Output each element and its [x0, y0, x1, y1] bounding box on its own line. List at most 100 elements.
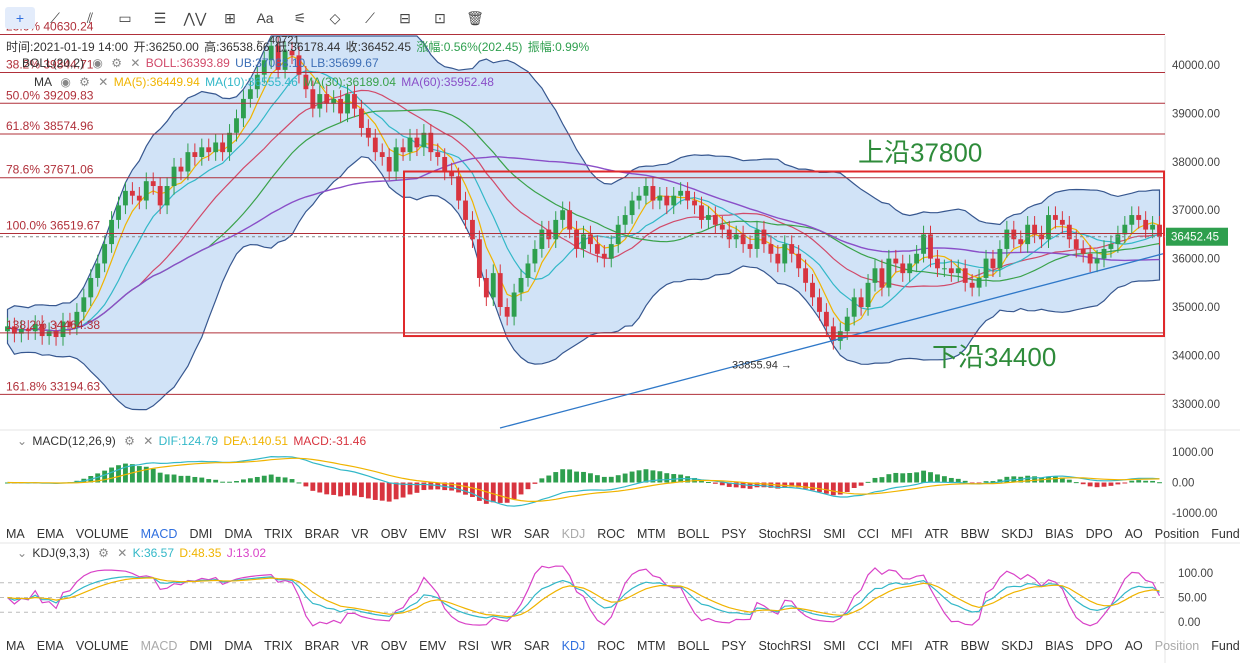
candle-body	[192, 152, 198, 157]
indicator-tab-boll[interactable]: BOLL	[677, 527, 710, 541]
parallel-channel-icon[interactable]: ⫽	[86, 9, 94, 26]
indicator-tab-boll[interactable]: BOLL	[677, 639, 710, 653]
candle-body	[671, 195, 677, 206]
indicator-tab-dma[interactable]: DMA	[224, 639, 253, 653]
indicator-tab-vr[interactable]: VR	[351, 639, 369, 653]
indicator-tab-mfi[interactable]: MFI	[891, 639, 913, 653]
indicator-tab-fundflow[interactable]: Fundflow	[1211, 639, 1240, 653]
indicator-tab-stochrsi[interactable]: StochRSI	[758, 527, 812, 541]
indicator-tab-trix[interactable]: TRIX	[264, 527, 293, 541]
indicator-tab-bbw[interactable]: BBW	[960, 527, 990, 541]
indicator-tab-ema[interactable]: EMA	[36, 639, 64, 653]
settings-icon[interactable]: ⚙	[124, 434, 135, 448]
text-tool-button[interactable]: Aa	[256, 10, 274, 26]
indicator-tab-sar[interactable]: SAR	[523, 639, 550, 653]
trend-line-icon[interactable]: ⟋	[50, 9, 60, 26]
indicator-tab-trix[interactable]: TRIX	[264, 639, 293, 653]
indicator-tab-roc[interactable]: ROC	[597, 639, 626, 653]
screenshot-icon[interactable]: ⊡	[434, 9, 446, 26]
rectangle-icon[interactable]: ▭	[118, 9, 132, 26]
indicator-tab-emv[interactable]: EMV	[419, 527, 447, 541]
indicator-tab-atr[interactable]: ATR	[924, 527, 949, 541]
indicator-tab-cci[interactable]: CCI	[857, 527, 880, 541]
indicator-tab-obv[interactable]: OBV	[380, 639, 408, 653]
indicator-tab-ma[interactable]: MA	[6, 527, 25, 541]
indicator-tab-sar[interactable]: SAR	[523, 527, 550, 541]
indicator-tab-dpo[interactable]: DPO	[1085, 639, 1113, 653]
indicator-tab-psy[interactable]: PSY	[721, 639, 747, 653]
indicator-tab-vr[interactable]: VR	[351, 527, 369, 541]
indicator-tab-skdj[interactable]: SKDJ	[1001, 639, 1034, 653]
fibonacci-icon[interactable]: ⚟	[293, 9, 307, 26]
indicator-tab-psy[interactable]: PSY	[721, 527, 747, 541]
candle-body	[712, 215, 718, 225]
price-axis-tick: 33000.00	[1172, 399, 1220, 411]
indicator-tab-dmi[interactable]: DMI	[189, 639, 213, 653]
indicator-tab-dpo[interactable]: DPO	[1085, 527, 1113, 541]
close-icon[interactable]: ✕	[98, 75, 109, 89]
eraser-icon[interactable]: ◇	[329, 9, 341, 26]
ma10-value: MA(10):36555.46	[205, 75, 298, 89]
indicator-tab-cci[interactable]: CCI	[857, 639, 880, 653]
indicator-tab-obv[interactable]: OBV	[380, 527, 408, 541]
indicator-tab-volume[interactable]: VOLUME	[75, 527, 129, 541]
macd-histogram-bar	[199, 477, 205, 483]
indicator-tab-kdj[interactable]: KDJ	[561, 639, 586, 653]
indicator-tab-skdj[interactable]: SKDJ	[1001, 527, 1034, 541]
settings-icon[interactable]: ⚙	[79, 75, 90, 89]
eye-icon[interactable]: ◉	[60, 75, 71, 89]
indicator-tab-rsi[interactable]: RSI	[458, 527, 480, 541]
indicator-tab-rsi[interactable]: RSI	[458, 639, 480, 653]
lock-icon[interactable]: ⊟	[399, 9, 411, 26]
indicator-tab-smi[interactable]: SMI	[823, 527, 846, 541]
collapse-icon[interactable]: ⌄	[17, 546, 28, 560]
indicator-tab-position[interactable]: Position	[1154, 639, 1200, 653]
indicator-tab-dmi[interactable]: DMI	[189, 527, 213, 541]
indicator-tab-mfi[interactable]: MFI	[891, 527, 913, 541]
indicator-tab-brar[interactable]: BRAR	[304, 639, 340, 653]
indicator-tab-mtm[interactable]: MTM	[637, 527, 666, 541]
indicator-tab-ema[interactable]: EMA	[36, 527, 64, 541]
indicator-tab-bias[interactable]: BIAS	[1045, 639, 1074, 653]
indicator-tab-mtm[interactable]: MTM	[637, 639, 666, 653]
settings-icon[interactable]: ⚙	[111, 56, 122, 70]
candle-body	[935, 258, 940, 269]
indicator-tab-position[interactable]: Position	[1154, 527, 1200, 541]
indicator-tab-dma[interactable]: DMA	[224, 527, 253, 541]
indicator-tab-macd[interactable]: MACD	[140, 527, 178, 541]
indicator-tab-bbw[interactable]: BBW	[960, 639, 990, 653]
candle-body	[997, 248, 1003, 269]
eye-icon[interactable]: ◉	[92, 56, 103, 70]
indicator-tab-ao[interactable]: AO	[1124, 639, 1143, 653]
collapse-icon[interactable]: ⌄	[17, 434, 28, 448]
indicator-tab-smi[interactable]: SMI	[823, 639, 846, 653]
candle-body	[5, 326, 10, 332]
indicator-tab-ma[interactable]: MA	[6, 639, 25, 653]
indicator-tab-fundflow[interactable]: Fundflow	[1211, 527, 1240, 541]
trash-icon[interactable]: 🗑	[466, 9, 484, 26]
indicator-tab-brar[interactable]: BRAR	[304, 527, 340, 541]
measure-icon[interactable]: ⊞	[224, 9, 236, 26]
indicator-tab-atr[interactable]: ATR	[924, 639, 949, 653]
macd-histogram-bar	[643, 469, 649, 483]
wave-icon[interactable]: ⋀⋁	[183, 9, 207, 26]
indicator-tab-roc[interactable]: ROC	[597, 527, 626, 541]
close-icon[interactable]: ✕	[130, 56, 141, 70]
indicator-tab-emv[interactable]: EMV	[419, 639, 447, 653]
indicator-tab-volume[interactable]: VOLUME	[75, 639, 129, 653]
horizontal-lines-icon[interactable]: ☰	[153, 9, 167, 26]
ruler-icon[interactable]: ⟋	[365, 9, 375, 26]
indicator-tab-wr[interactable]: WR	[491, 527, 512, 541]
crosshair-icon[interactable]: +	[5, 7, 35, 29]
indicator-tab-macd[interactable]: MACD	[140, 639, 178, 653]
candle-body	[539, 229, 545, 249]
indicator-tab-stochrsi[interactable]: StochRSI	[758, 639, 812, 653]
close-icon[interactable]: ✕	[143, 434, 154, 448]
close-icon[interactable]: ✕	[117, 546, 128, 560]
indicator-tab-wr[interactable]: WR	[491, 639, 512, 653]
indicator-tab-ao[interactable]: AO	[1124, 527, 1143, 541]
indicator-tab-bias[interactable]: BIAS	[1045, 527, 1074, 541]
settings-icon[interactable]: ⚙	[98, 546, 109, 560]
indicator-tab-kdj[interactable]: KDJ	[561, 527, 586, 541]
